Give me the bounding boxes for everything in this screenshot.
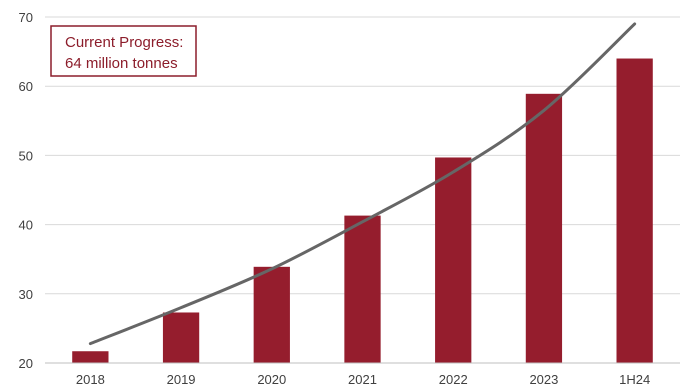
y-tick-label: 30 (19, 287, 33, 302)
x-tick-label: 2023 (529, 372, 558, 387)
bar-2019 (162, 312, 200, 363)
x-tick-label: 2021 (348, 372, 377, 387)
callout-line-1: Current Progress: (65, 34, 183, 51)
y-axis-ticks: 20 30 40 50 60 70 (19, 10, 33, 371)
bar-2022 (435, 157, 472, 363)
x-tick-label: 2022 (439, 372, 468, 387)
x-tick-label: 2020 (257, 372, 286, 387)
gridlines (45, 16, 680, 295)
bar-2023 (525, 93, 563, 363)
x-tick-label: 2018 (76, 372, 105, 387)
bar-2018 (72, 351, 109, 363)
callout-line-2: 64 million tonnes (65, 55, 178, 72)
callout-border (50, 25, 197, 77)
y-tick-label: 60 (19, 79, 33, 94)
bar-2020 (253, 266, 290, 363)
bar-1H24 (616, 58, 653, 364)
y-tick-label: 70 (19, 10, 33, 25)
callout-box: Current Progress: 64 million tonnes (50, 25, 197, 77)
y-tick-label: 20 (19, 356, 33, 371)
y-tick-label: 40 (19, 218, 33, 233)
bar-2021 (344, 215, 381, 363)
y-tick-label: 50 (19, 148, 33, 163)
x-tick-label: 1H24 (619, 372, 650, 387)
x-tick-label: 2019 (167, 372, 196, 387)
bars (72, 58, 653, 364)
x-axis-ticks: 2018 2019 2020 2021 2022 2023 1H24 (76, 372, 650, 387)
trend-line (88, 22, 637, 346)
